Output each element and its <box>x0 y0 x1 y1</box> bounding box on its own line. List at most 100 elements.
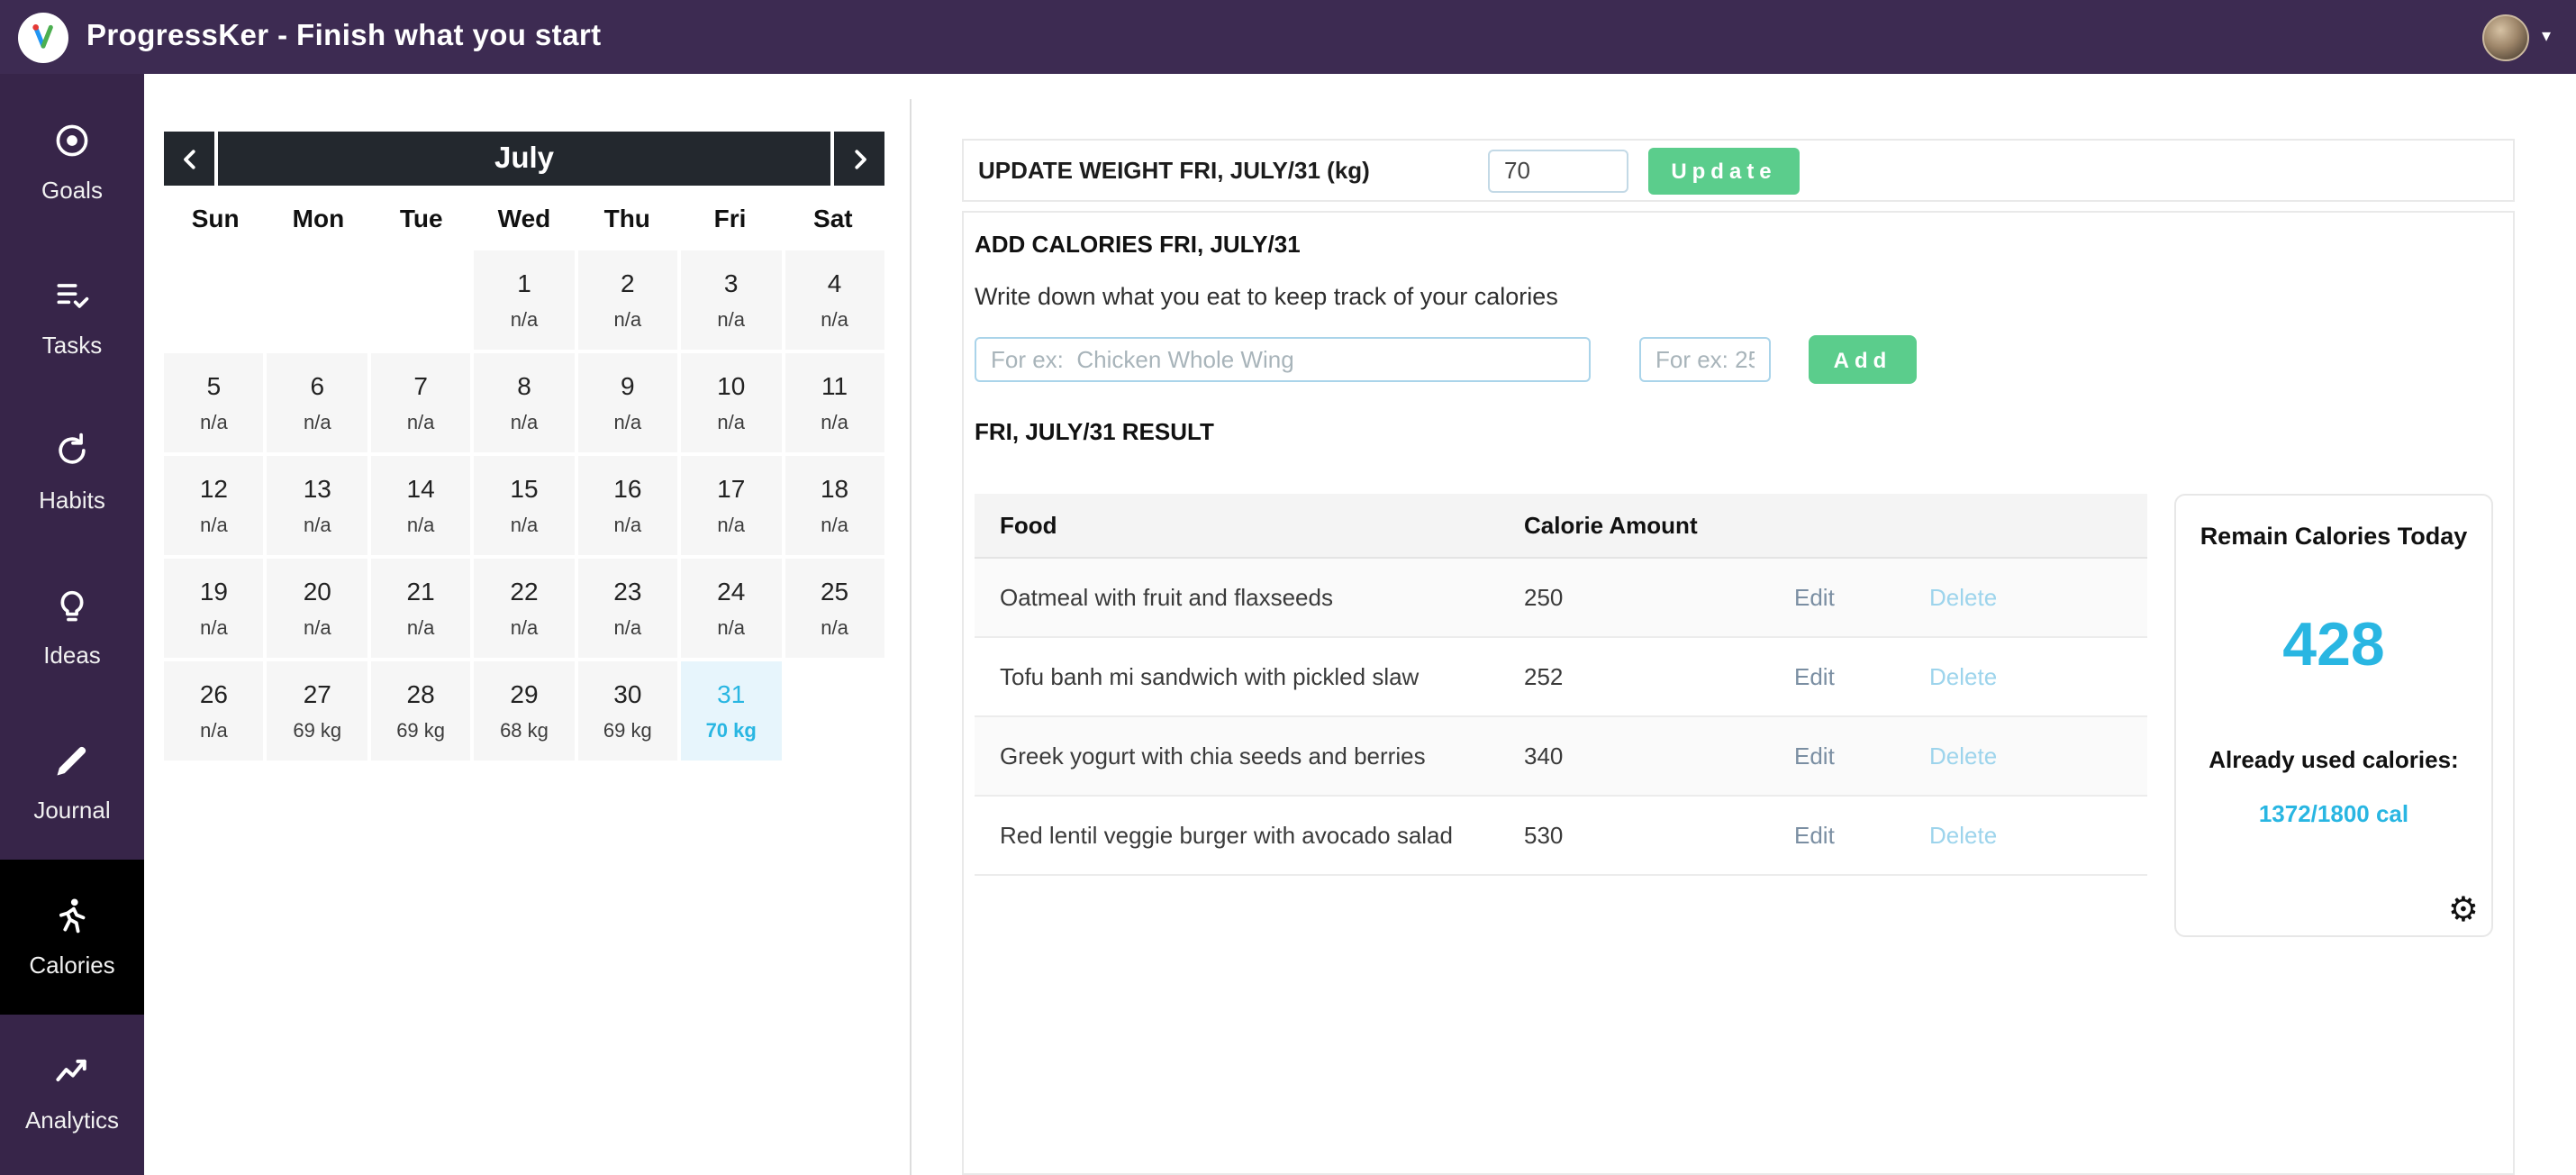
day-number: 25 <box>820 577 849 606</box>
day-value: n/a <box>821 310 848 332</box>
sidebar-item-goals[interactable]: Goals <box>0 85 144 240</box>
calendar-next-button[interactable] <box>834 132 884 186</box>
calorie-amount-input[interactable] <box>1639 337 1771 382</box>
calendar-day-10[interactable]: 10 n/a <box>681 353 782 452</box>
result-heading: FRI, JULY/31 RESULT <box>975 418 1214 445</box>
calendar-day-30[interactable]: 30 69 kg <box>577 661 678 761</box>
calendar-header: July <box>164 132 884 186</box>
calendar-day-7[interactable]: 7 n/a <box>370 353 471 452</box>
calendar-day-15[interactable]: 15 n/a <box>474 456 575 555</box>
calendar-day-27[interactable]: 27 69 kg <box>267 661 367 761</box>
edit-link[interactable]: Edit <box>1794 584 1835 611</box>
calendar-day-4[interactable]: 4 n/a <box>785 250 884 350</box>
day-value: n/a <box>613 618 642 640</box>
calendar-day-3[interactable]: 3 n/a <box>681 250 782 350</box>
sidebar-item-calories[interactable]: Calories <box>0 860 144 1015</box>
day-value: n/a <box>406 515 435 537</box>
table-row: Red lentil veggie burger with avocado sa… <box>975 797 2147 876</box>
day-value: 70 kg <box>705 721 757 742</box>
runner-icon <box>52 896 92 935</box>
calendar-day-28[interactable]: 28 69 kg <box>370 661 471 761</box>
calendar-day-2[interactable]: 2 n/a <box>577 250 678 350</box>
calorie-amount: 250 <box>1524 584 1564 611</box>
calendar-day-1[interactable]: 1 n/a <box>474 250 575 350</box>
day-number: 29 <box>510 679 539 708</box>
delete-link[interactable]: Delete <box>1929 742 1998 770</box>
table-row: Tofu banh mi sandwich with pickled slaw 2… <box>975 638 2147 717</box>
weekday-label: Mon <box>292 204 345 232</box>
day-value: n/a <box>303 515 331 537</box>
calorie-amount: 340 <box>1524 742 1564 770</box>
calendar-day-8[interactable]: 8 n/a <box>474 353 575 452</box>
calendar-day-17[interactable]: 17 n/a <box>681 456 782 555</box>
avatar[interactable] <box>2481 14 2529 60</box>
calendar-day-21[interactable]: 21 n/a <box>370 559 471 658</box>
calendar-empty-cell <box>371 250 471 350</box>
calendar-day-20[interactable]: 20 n/a <box>267 559 367 658</box>
calendar-day-14[interactable]: 14 n/a <box>370 456 471 555</box>
table-row: Oatmeal with fruit and flaxseeds 250 Edit D… <box>975 559 2147 638</box>
day-value: 69 kg <box>603 721 652 742</box>
chevron-down-icon[interactable]: ▾ <box>2541 26 2551 46</box>
day-number: 6 <box>310 371 325 400</box>
update-weight-button[interactable]: Update <box>1648 147 1800 194</box>
add-calories-form: Add <box>975 335 2502 384</box>
calendar-day-31[interactable]: 31 70 kg <box>681 661 782 761</box>
calendar-prev-button[interactable] <box>164 132 214 186</box>
app-logo-icon <box>18 12 68 62</box>
day-value: n/a <box>510 310 539 332</box>
calendar-day-19[interactable]: 19 n/a <box>164 559 264 658</box>
update-weight-panel: UPDATE WEIGHT FRI, JULY/31 (kg) Update <box>962 139 2515 202</box>
calendar-day-24[interactable]: 24 n/a <box>681 559 782 658</box>
column-header-calorie-amount: Calorie Amount <box>1524 512 1698 539</box>
calendar-day-9[interactable]: 9 n/a <box>577 353 678 452</box>
sidebar-item-label: Journal <box>33 797 111 824</box>
remain-calories-title: Remain Calories Today <box>2200 523 2468 550</box>
food-name-input[interactable] <box>975 337 1591 382</box>
day-number: 15 <box>510 474 539 503</box>
update-weight-label: UPDATE WEIGHT FRI, JULY/31 (kg) <box>978 157 1370 184</box>
calendar-day-29[interactable]: 29 68 kg <box>474 661 575 761</box>
food-table-body: Oatmeal with fruit and flaxseeds 250 Edit D… <box>975 559 2147 876</box>
calendar-day-16[interactable]: 16 n/a <box>577 456 678 555</box>
calendar-day-13[interactable]: 13 n/a <box>267 456 367 555</box>
add-calories-description: Write down what you eat to keep track of… <box>975 283 1558 310</box>
sidebar-item-tasks[interactable]: Tasks <box>0 240 144 395</box>
calendar-day-26[interactable]: 26 n/a <box>164 661 264 761</box>
add-food-button[interactable]: Add <box>1809 335 1917 384</box>
calendar-day-23[interactable]: 23 n/a <box>577 559 678 658</box>
sidebar-item-habits[interactable]: Habits <box>0 395 144 550</box>
calendar-day-22[interactable]: 22 n/a <box>474 559 575 658</box>
edit-link[interactable]: Edit <box>1794 822 1835 849</box>
sidebar-item-label: Tasks <box>41 332 103 359</box>
topbar: ProgressKer - Finish what you start ▾ <box>0 0 2576 74</box>
sidebar-item-journal[interactable]: Journal <box>0 705 144 860</box>
edit-link[interactable]: Edit <box>1794 663 1835 690</box>
day-number: 8 <box>517 371 531 400</box>
weekday-label: Tue <box>399 204 443 232</box>
delete-link[interactable]: Delete <box>1929 584 1998 611</box>
day-value: n/a <box>510 413 539 434</box>
day-number: 12 <box>199 474 228 503</box>
gear-icon[interactable]: ⚙ <box>2447 892 2479 930</box>
user-menu[interactable]: ▾ <box>2481 14 2551 60</box>
calendar-day-12[interactable]: 12 n/a <box>164 456 264 555</box>
delete-link[interactable]: Delete <box>1929 822 1998 849</box>
sidebar-item-label: Goals <box>41 177 103 204</box>
target-icon <box>52 121 92 160</box>
sidebar-item-ideas[interactable]: Ideas <box>0 550 144 705</box>
calendar-day-11[interactable]: 11 n/a <box>785 353 884 452</box>
calendar-day-25[interactable]: 25 n/a <box>785 559 884 658</box>
calendar-day-18[interactable]: 18 n/a <box>785 456 884 555</box>
calendar-day-5[interactable]: 5 n/a <box>164 353 264 452</box>
sidebar-item-analytics[interactable]: Analytics <box>0 1015 144 1170</box>
delete-link[interactable]: Delete <box>1929 663 1998 690</box>
edit-link[interactable]: Edit <box>1794 742 1835 770</box>
weight-input[interactable] <box>1488 149 1628 192</box>
day-number: 19 <box>199 577 228 606</box>
day-number: 4 <box>827 269 842 297</box>
calendar-day-6[interactable]: 6 n/a <box>267 353 367 452</box>
day-number: 9 <box>621 371 635 400</box>
day-number: 3 <box>723 269 739 297</box>
sidebar-item-label: Calories <box>29 952 115 979</box>
